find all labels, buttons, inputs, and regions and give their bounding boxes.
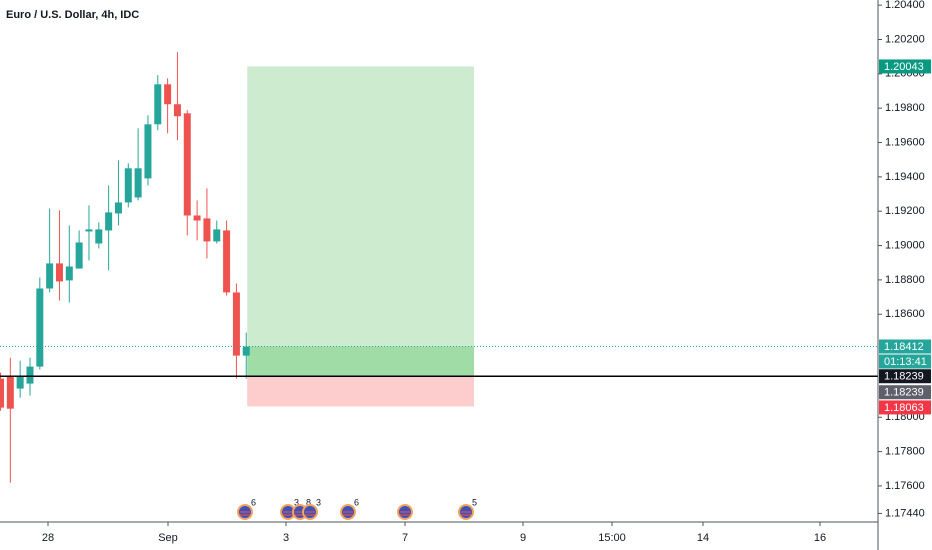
- x-tick-label: 9: [520, 532, 526, 544]
- candle-body: [154, 84, 162, 125]
- candle-body: [242, 346, 250, 356]
- event-count: 8: [306, 497, 311, 507]
- candle-body: [0, 378, 4, 408]
- y-tick-label: 1.17600: [885, 480, 925, 492]
- candles: [0, 52, 250, 483]
- candle-body: [124, 168, 132, 203]
- candle-body: [95, 229, 103, 244]
- candle-body: [223, 230, 231, 293]
- candle-body: [75, 242, 83, 269]
- candle-body: [36, 288, 44, 367]
- loss-zone: [247, 376, 474, 407]
- y-tick-label: 1.19800: [885, 102, 925, 114]
- event-flag-stripes: [400, 511, 410, 516]
- countdown-badge-label: 01:13:41: [884, 356, 927, 368]
- candle-body: [203, 218, 211, 242]
- position-zones: [247, 66, 474, 407]
- event-count: 5: [472, 497, 477, 507]
- entry-badge-label: 1.18239: [884, 387, 924, 399]
- event-count: 6: [251, 497, 256, 507]
- x-tick-label: 16: [814, 532, 826, 544]
- stop-badge: [879, 400, 931, 415]
- countdown-badge: [879, 354, 931, 369]
- x-tick-label: 14: [697, 532, 709, 544]
- overlay: [0, 346, 878, 377]
- candle-body: [193, 215, 201, 221]
- price-badge: [879, 339, 931, 354]
- event-flag-stripes: [283, 511, 293, 516]
- target-badge: [879, 59, 931, 74]
- stop-badge-label: 1.18063: [884, 402, 924, 414]
- candle-body: [232, 292, 240, 356]
- candle-body: [85, 229, 93, 232]
- event-count: 3: [294, 497, 299, 507]
- candle-body: [183, 113, 191, 216]
- candle-body: [105, 212, 113, 231]
- y-tick-label: 1.19600: [885, 136, 925, 148]
- candle-body: [6, 375, 14, 409]
- candle-body: [114, 202, 122, 214]
- chart-title: Euro / U.S. Dollar, 4h, IDC: [6, 9, 139, 21]
- y-tick-label: 1.20200: [885, 33, 925, 45]
- candle-body: [213, 229, 221, 242]
- event-flag-stripes: [343, 511, 353, 516]
- event-flag-stripes: [461, 511, 471, 516]
- candle-body: [46, 263, 54, 289]
- event-count: 3: [316, 497, 321, 507]
- price-badge-label: 1.18412: [884, 341, 924, 353]
- line-badge-label: 1.18239: [884, 371, 924, 383]
- y-tick-label: 1.18800: [885, 274, 925, 286]
- candle-body: [173, 104, 181, 117]
- candle-body: [26, 366, 34, 384]
- y-tick-label: 1.18600: [885, 308, 925, 320]
- x-tick-label: 7: [402, 532, 408, 544]
- event-count: 6: [354, 497, 359, 507]
- y-tick-label: 1.19400: [885, 171, 925, 183]
- y-tick-label: 1.17800: [885, 446, 925, 458]
- open-profit: [247, 346, 474, 377]
- line-badge: [879, 369, 931, 384]
- profit-zone: [247, 66, 474, 377]
- y-tick-label: 1.19000: [885, 239, 925, 251]
- x-tick-label: Sep: [158, 532, 178, 544]
- x-tick-label: 28: [42, 532, 54, 544]
- candle-body: [164, 84, 172, 105]
- x-tick-label: 3: [283, 532, 289, 544]
- event-flag-stripes: [305, 511, 315, 516]
- y-tick-label: 1.20400: [885, 0, 925, 11]
- entry-badge: [879, 385, 931, 400]
- x-tick-label: 15:00: [598, 532, 626, 544]
- candle-body: [144, 124, 152, 179]
- target-badge-label: 1.20043: [884, 61, 924, 73]
- event-flag-stripes: [240, 511, 250, 516]
- candle-body: [65, 266, 73, 281]
- y-tick-label: 1.17440: [885, 507, 925, 519]
- candle-body: [16, 375, 24, 389]
- candle-body: [134, 168, 142, 198]
- y-tick-label: 1.19200: [885, 205, 925, 217]
- candle-body: [55, 263, 63, 282]
